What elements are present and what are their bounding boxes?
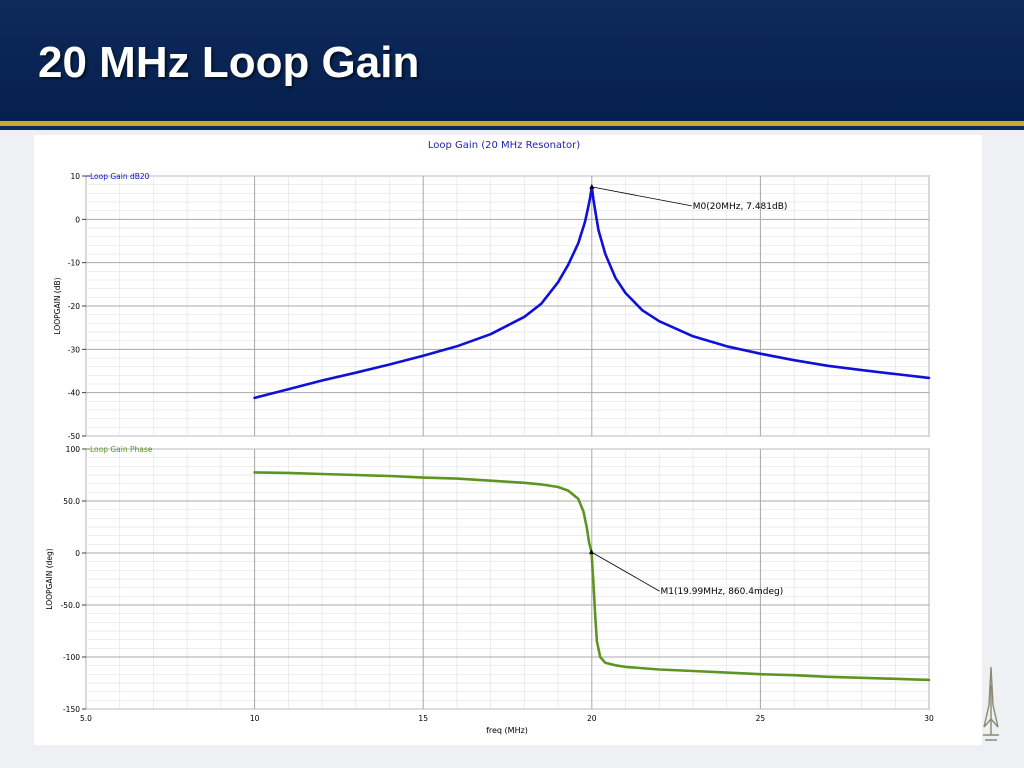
slide-header (0, 0, 1024, 121)
marker-label: M1(19.99MHz, 860.4mdeg) (660, 587, 783, 597)
y-tick-label: -100 (63, 653, 80, 662)
chart-panel: Loop Gain (20 MHz Resonator) 10 0 -10 -20 -3… (34, 135, 982, 745)
y-tick-label: 50.0 (63, 497, 80, 506)
legend-label: Loop Gain dB20 (90, 172, 150, 181)
x-tick-label: 20 (587, 714, 597, 723)
loop-gain-chart: Loop Gain (20 MHz Resonator) 100-10-20-3… (45, 140, 934, 735)
chart-title: Loop Gain (20 MHz Resonator) (428, 140, 580, 151)
y-tick-label: -30 (68, 345, 80, 354)
marker-leader (591, 551, 660, 592)
x-tick-label: 15 (418, 714, 428, 723)
y-tick-label: -40 (68, 389, 80, 398)
y-axis-label: LOOPGAIN (dB) (53, 277, 62, 334)
y-tick-label: -50 (68, 432, 80, 441)
x-tick-label: 30 (924, 714, 934, 723)
y-tick-label: -50.0 (61, 601, 81, 610)
company-logo (983, 666, 999, 741)
x-tick-label: 25 (756, 714, 766, 723)
x-axis-label: freq (MHz) (486, 726, 528, 735)
x-tick-label: 5.0 (80, 714, 92, 723)
y-tick-label: 10 (70, 172, 80, 181)
header-underline (0, 126, 1024, 130)
marker-point (589, 183, 595, 189)
accent-rule (0, 121, 1024, 126)
y-tick-label: 0 (75, 549, 80, 558)
gain-plot: 10 0 -10 -20 -30 -40 -50 LOOPGAIN (dB) Loop Gain… (53, 172, 931, 441)
y-tick-label: 0 (75, 215, 80, 224)
slide-title: 20 MHz Loop Gain (38, 38, 420, 87)
y-tick-label: -20 (68, 302, 80, 311)
y-axis-label: LOOPGAIN (deg) (45, 548, 54, 609)
marker-label: M0(20MHz, 7.481dB) (693, 202, 788, 212)
y-tick-label: -150 (63, 705, 80, 714)
marker-leader (591, 186, 692, 207)
legend-label: Loop Gain Phase (90, 445, 153, 454)
y-tick-label: -10 (68, 259, 80, 268)
y-tick-label: 100 (66, 445, 81, 454)
x-tick-label: 10 (250, 714, 260, 723)
marker-point (588, 549, 594, 555)
